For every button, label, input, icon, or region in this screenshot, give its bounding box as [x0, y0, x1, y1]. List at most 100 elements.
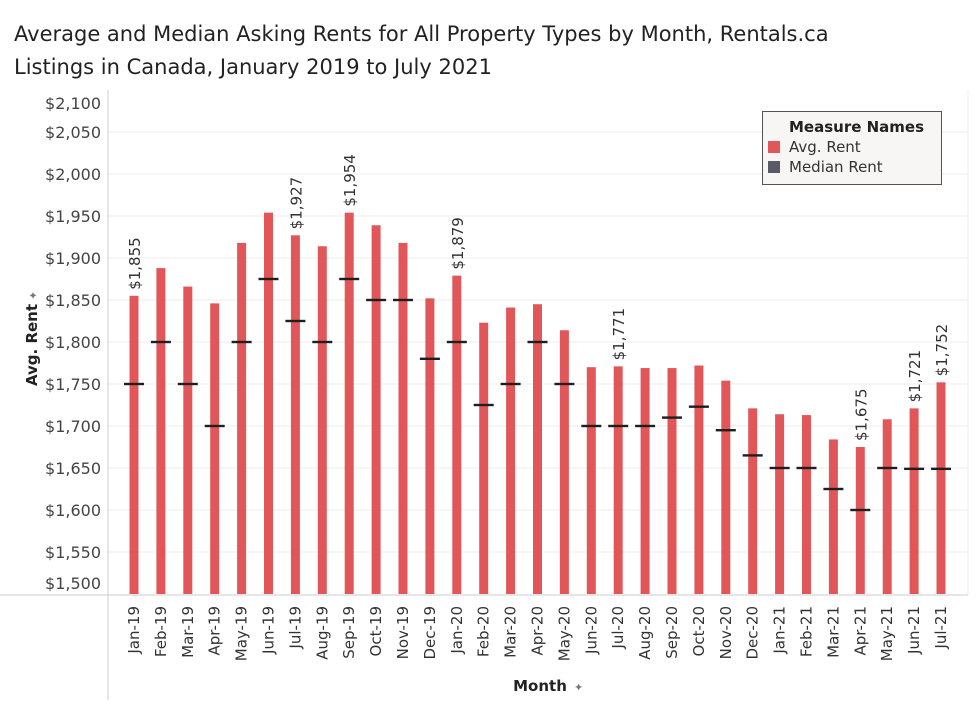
x-tick-label: Dec-20: [744, 606, 762, 660]
median-rent-mark: [850, 508, 871, 512]
bar-avg-rent: [936, 382, 946, 594]
y-tick-label: $1,800: [45, 333, 101, 352]
bar-avg-rent: [371, 225, 381, 595]
y-tick-label: $2,050: [45, 123, 101, 142]
bar-avg-rent: [640, 368, 650, 594]
x-tick-label: Jun-19: [260, 606, 278, 655]
bar-avg-rent: [156, 268, 166, 594]
y-tick-label: $1,500: [45, 574, 101, 593]
y-tick-label: $2,000: [45, 165, 101, 184]
median-rent-mark: [742, 454, 763, 457]
data-label: $1,675: [852, 389, 870, 442]
x-tick-label: Jan-20: [448, 606, 466, 655]
x-tick-label: Aug-20: [636, 606, 654, 660]
bar-avg-rent: [210, 303, 220, 594]
legend[interactable]: Measure Names Avg. Rent Median Rent: [762, 111, 942, 185]
bar-avg-rent: [452, 275, 462, 594]
median-rent-mark: [393, 298, 413, 302]
bar-avg-rent: [533, 304, 542, 594]
x-tick-label: Nov-19: [394, 606, 412, 659]
y-tick-label: $1,900: [45, 249, 101, 268]
chart-title: Average and Median Asking Rents for All …: [14, 18, 829, 84]
x-tick-label: Sep-20: [663, 606, 681, 659]
pin-icon: ✦: [574, 681, 583, 694]
median-rent-mark: [662, 416, 682, 419]
y-tick-label: $1,750: [45, 375, 101, 394]
median-rent-mark: [258, 277, 279, 281]
bar-avg-rent: [129, 295, 139, 594]
median-rent-mark: [931, 467, 951, 471]
median-rent-mark: [124, 382, 144, 386]
x-tick-label: Apr-20: [529, 606, 547, 656]
legend-swatch-median: [768, 161, 780, 173]
bar-avg-rent: [667, 368, 677, 594]
bar-avg-rent: [694, 365, 704, 594]
bar-avg-rent: [613, 366, 623, 594]
pin-icon: ✦: [27, 291, 40, 300]
x-tick-label: May-20: [555, 606, 573, 661]
x-tick-label: Dec-19: [421, 606, 439, 660]
median-rent-mark: [554, 382, 575, 386]
median-rent-mark: [366, 298, 387, 302]
legend-label-avg: Avg. Rent: [789, 138, 861, 156]
median-rent-mark: [823, 487, 844, 491]
bar-avg-rent: [479, 322, 489, 594]
title-line-2: Listings in Canada, January 2019 to July…: [14, 55, 492, 79]
y-tick-label: $1,700: [45, 417, 101, 436]
x-tick-label: May-21: [878, 606, 896, 661]
title-line-1: Average and Median Asking Rents for All …: [14, 22, 829, 46]
median-rent-mark: [715, 429, 736, 432]
median-rent-mark: [608, 424, 629, 428]
x-tick-label: Mar-20: [502, 606, 520, 658]
bar-avg-rent: [882, 419, 892, 594]
bar-avg-rent: [775, 414, 785, 594]
x-tick-label: Mar-19: [179, 606, 197, 658]
bar-avg-rent: [855, 447, 865, 594]
bar-avg-rent: [828, 439, 838, 594]
x-tick-label: Jan-19: [125, 606, 143, 655]
y-tick-label: $1,850: [45, 291, 101, 310]
bar-avg-rent: [317, 246, 327, 595]
median-rent-mark: [204, 424, 225, 428]
median-rent-mark: [473, 403, 494, 407]
x-tick-label: May-19: [233, 606, 251, 661]
data-label: $1,771: [610, 308, 628, 361]
median-rent-mark: [796, 466, 817, 470]
data-label: $1,927: [287, 177, 305, 230]
x-tick-label: Jun-21: [905, 606, 923, 655]
legend-swatch-avg: [768, 141, 780, 153]
x-tick-label: Jun-20: [582, 606, 600, 655]
median-rent-mark: [312, 340, 333, 344]
x-tick-label: Jul-19: [286, 606, 304, 650]
bar-avg-rent: [290, 235, 300, 594]
legend-item-avg[interactable]: Avg. Rent: [768, 138, 941, 156]
median-rent-mark: [500, 382, 521, 386]
y-tick-label: $1,650: [45, 459, 101, 478]
x-tick-label: Mar-21: [824, 606, 842, 658]
median-rent-mark: [769, 466, 790, 470]
x-tick-label: Nov-20: [717, 606, 735, 659]
y-tick-label: $1,600: [45, 501, 101, 520]
legend-item-median[interactable]: Median Rent: [768, 158, 941, 176]
x-tick-label: Apr-21: [851, 606, 869, 656]
median-rent-mark: [150, 340, 171, 344]
bar-avg-rent: [721, 380, 731, 594]
median-rent-mark: [635, 424, 656, 428]
median-rent-mark: [177, 382, 198, 386]
median-rent-mark: [446, 340, 467, 344]
data-label: $1,752: [933, 324, 951, 377]
bar-avg-rent: [237, 242, 247, 594]
x-tick-label: Oct-20: [690, 606, 708, 656]
data-label: $1,879: [449, 217, 467, 270]
median-rent-mark: [339, 277, 360, 281]
x-tick-label: Apr-19: [206, 606, 224, 656]
data-label: $1,721: [906, 350, 924, 403]
median-rent-mark: [581, 424, 602, 428]
x-tick-label: Jan-21: [771, 606, 789, 655]
median-rent-mark: [877, 466, 898, 470]
median-rent-mark: [231, 340, 252, 344]
legend-title: Measure Names: [789, 118, 925, 136]
x-tick-label: Aug-19: [313, 606, 331, 660]
